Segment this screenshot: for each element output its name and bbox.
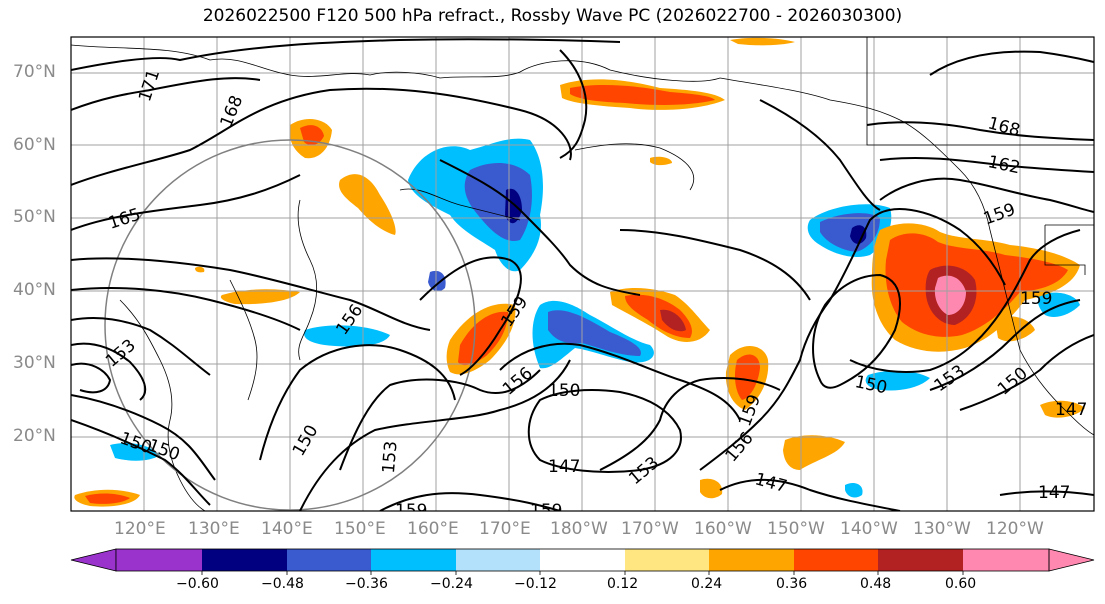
contour-label: 147 — [1055, 400, 1087, 420]
colorbar-outline — [115, 548, 1050, 572]
lon-label: 130°E — [188, 519, 240, 539]
contour-label: 150 — [548, 381, 580, 401]
lat-label: 20°N — [13, 426, 56, 446]
contour-label: 147 — [1038, 483, 1070, 503]
colorbar-swatch — [625, 549, 709, 571]
contour-label: 159 — [530, 501, 562, 521]
map-border — [70, 36, 1095, 512]
great-circle-outline — [104, 139, 476, 511]
colorbar-swatch — [456, 549, 540, 571]
lon-label: 120°W — [986, 519, 1044, 539]
contour-label: 159 — [395, 501, 427, 521]
colorbar-swatch — [709, 549, 794, 571]
colorbar-swatch — [287, 549, 371, 571]
colorbar-tick-label: 0.36 — [776, 576, 808, 592]
colorbar-swatch — [116, 549, 202, 571]
colorbar-swatch — [878, 549, 963, 571]
lon-label: 150°W — [767, 519, 825, 539]
map-title: 2026022500 F120 500 hPa refract., Rossby… — [202, 6, 903, 26]
lon-label: 170°W — [621, 519, 679, 539]
colorbar-tick-label: 0.48 — [860, 576, 892, 592]
contour-label: 153 — [379, 440, 402, 474]
lon-label: 140°W — [840, 519, 898, 539]
lat-label: 50°N — [13, 207, 56, 227]
contour-label: 159 — [1020, 289, 1052, 309]
colorbar-swatch — [202, 549, 287, 571]
lon-label: 150°E — [334, 519, 386, 539]
colorbar-ticks — [201, 571, 964, 575]
lon-label: 120°E — [114, 519, 166, 539]
lat-label: 70°N — [13, 62, 56, 82]
lon-label: 160°E — [407, 519, 459, 539]
colorbar-tick-label: −0.24 — [430, 576, 473, 592]
lon-label: 130°W — [913, 519, 971, 539]
colorbar-tick-label: −0.36 — [345, 576, 388, 592]
colorbar-tick-label: −0.60 — [176, 576, 219, 592]
colorbar-tick-label: −0.48 — [261, 576, 304, 592]
colorbar — [70, 548, 1095, 575]
lon-label: 180°W — [550, 519, 608, 539]
coastlines — [71, 37, 1094, 511]
lon-label: 170°E — [479, 519, 531, 539]
colorbar-tick-label: 0.60 — [945, 576, 977, 592]
colorbar-swatch — [371, 549, 456, 571]
colorbar-swatch — [963, 549, 1049, 571]
colorbar-tick-label: 0.24 — [691, 576, 723, 592]
lat-label: 40°N — [13, 280, 56, 300]
graticule — [71, 37, 1094, 511]
colorbar-tick-label: 0.12 — [607, 576, 639, 592]
colorbar-swatch — [794, 549, 878, 571]
lon-label: 140°E — [261, 519, 313, 539]
lon-label: 160°W — [694, 519, 752, 539]
colorbar-swatch — [540, 549, 625, 571]
lat-label: 30°N — [13, 353, 56, 373]
colorbar-extend-high — [1048, 548, 1095, 572]
contour-label: 147 — [548, 457, 580, 477]
lat-label: 60°N — [13, 135, 56, 155]
colorbar-tick-label: −0.12 — [514, 576, 557, 592]
colorbar-extend-low — [70, 548, 117, 572]
contour-lines — [71, 38, 1094, 511]
